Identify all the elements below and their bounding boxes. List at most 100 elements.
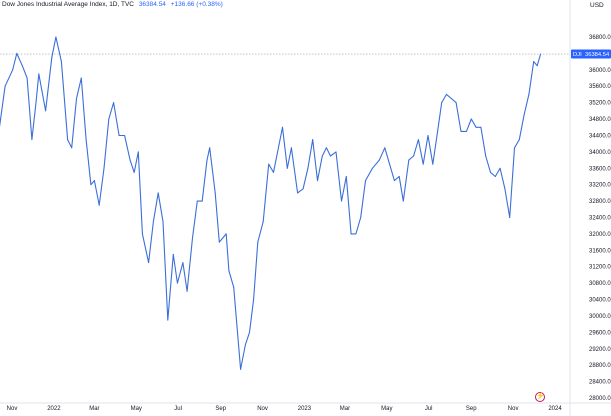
data-point [345, 176, 347, 177]
last-price: 36384.54 [138, 1, 166, 8]
y-tick-label: 28400.00 [589, 380, 611, 386]
x-tick-label: Mar [89, 406, 99, 412]
data-point [129, 159, 131, 161]
x-tick-label: Jul [174, 406, 182, 412]
data-point [218, 241, 220, 243]
data-point [427, 135, 429, 136]
y-tick-label: 34800.00 [589, 117, 611, 123]
y-tick-label: 36800.00 [589, 35, 611, 41]
y-tick-label: 29200.00 [589, 347, 611, 353]
data-point [402, 200, 404, 202]
currency-label[interactable]: USD [590, 2, 604, 9]
data-point [60, 61, 62, 63]
x-tick-label: May [381, 406, 392, 412]
y-tick-label: 35600.00 [589, 84, 611, 90]
symbol-title: Dow Jones Industrial Average Index, 1D, … [2, 1, 134, 8]
y-tick-label: 34400.00 [589, 133, 611, 139]
data-point [45, 110, 47, 112]
data-point [253, 299, 255, 300]
y-tick-label: 35200.00 [589, 101, 611, 107]
data-point [540, 53, 542, 55]
y-tick-label: 36000.00 [589, 68, 611, 74]
data-points [4, 36, 542, 370]
data-point [536, 65, 538, 67]
last-price-tag-box [571, 49, 611, 59]
data-point [268, 163, 270, 165]
y-tick-label: 28000.00 [589, 396, 611, 402]
y-tick-label: 30800.00 [589, 281, 611, 287]
data-point [148, 262, 150, 264]
y-tick-label: 30400.00 [589, 298, 611, 304]
y-tick-label: 32000.00 [589, 232, 611, 238]
data-point [113, 102, 115, 104]
data-point [330, 155, 331, 157]
data-point [371, 167, 373, 169]
data-point [21, 65, 23, 67]
data-point [16, 52, 18, 54]
data-point [55, 36, 57, 38]
data-point [240, 368, 242, 370]
data-point [12, 69, 14, 71]
data-point [365, 180, 366, 182]
data-point [307, 167, 309, 169]
x-tick-label: Nov [508, 406, 519, 412]
x-tick-label: Mar [340, 406, 350, 412]
symbol-legend[interactable]: Dow Jones Industrial Average Index, 1D, … [2, 1, 223, 8]
lightning-icon[interactable]: ⚡ [535, 392, 545, 402]
data-point [90, 184, 92, 186]
data-point [186, 290, 188, 292]
data-point [422, 163, 424, 165]
data-point [494, 176, 496, 177]
data-point [325, 147, 327, 149]
data-point [244, 344, 246, 346]
data-point [67, 139, 69, 141]
data-point [480, 126, 482, 128]
data-point [450, 98, 452, 99]
data-point [31, 139, 33, 141]
data-point [437, 130, 439, 132]
data-point [282, 126, 283, 128]
data-point [76, 98, 77, 99]
last-price-tag-ticker: DJI [573, 52, 582, 58]
data-point [262, 221, 264, 223]
data-point [509, 217, 511, 218]
data-point [192, 237, 193, 239]
data-point [209, 147, 211, 149]
data-point [455, 102, 457, 104]
data-point [162, 221, 164, 223]
data-point [290, 147, 292, 149]
data-point [196, 200, 198, 202]
data-point [80, 77, 82, 79]
data-point [398, 176, 400, 177]
x-tick-label: May [131, 406, 142, 412]
data-point [384, 147, 386, 149]
data-point [85, 139, 87, 141]
data-point [176, 282, 178, 284]
data-point [485, 155, 487, 157]
data-point [499, 167, 501, 169]
price-series-line [0, 36, 542, 370]
data-point [167, 319, 169, 321]
data-point [393, 180, 395, 182]
data-point [475, 126, 477, 128]
data-point [341, 200, 342, 202]
data-point [108, 118, 110, 120]
data-point [201, 200, 203, 202]
price-axis[interactable]: 36800.0036400.0036000.0035600.0035200.00… [589, 35, 611, 402]
data-point [71, 147, 73, 149]
y-tick-label: 31200.00 [589, 265, 611, 271]
data-point [38, 73, 40, 75]
data-point [413, 155, 415, 157]
data-point [360, 217, 362, 218]
y-tick-label: 29600.00 [589, 330, 611, 336]
time-axis[interactable]: Nov 2022 Mar May Jul Sep Nov 2023 Mar May Jul Sep No… [7, 406, 563, 412]
data-point [233, 286, 235, 288]
data-point [141, 233, 143, 235]
x-tick-label: Sep [215, 406, 226, 412]
x-tick-label: Jul [425, 406, 433, 412]
data-point [228, 270, 230, 272]
data-point [98, 204, 100, 206]
x-tick-label: 2022 [47, 406, 61, 412]
data-point [441, 102, 443, 104]
